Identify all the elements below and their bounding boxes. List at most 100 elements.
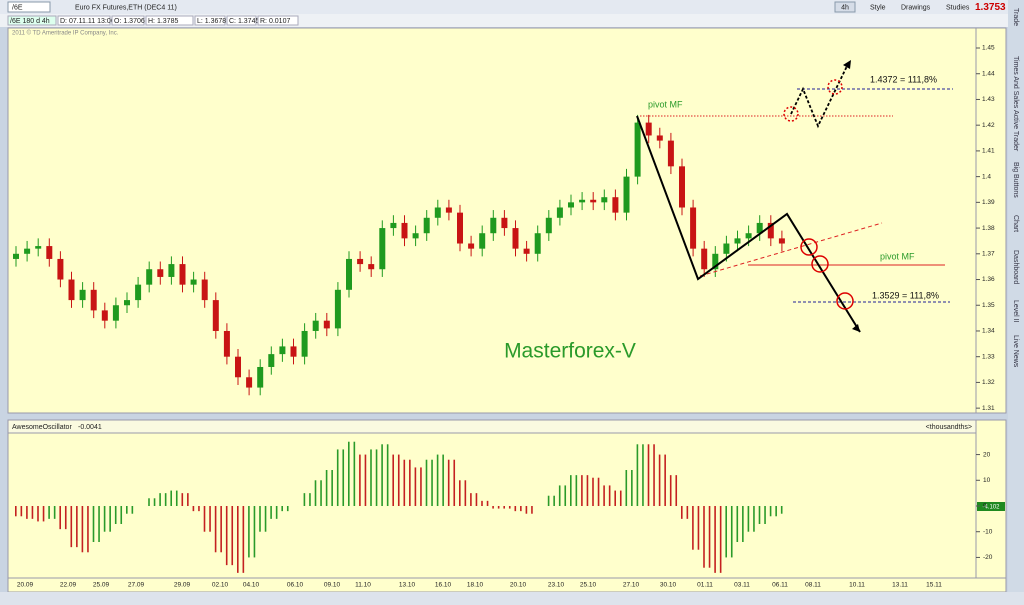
side-panel — [1008, 0, 1024, 592]
info-box — [226, 15, 257, 26]
y-tick-label: -10 — [983, 528, 993, 535]
candle-body — [390, 222, 397, 229]
candle-body — [778, 238, 785, 244]
y-tick-label: 1.41 — [982, 148, 995, 155]
studies-button[interactable]: Studies — [946, 4, 970, 11]
oscillator-bar — [464, 480, 467, 506]
oscillator-bar — [730, 506, 733, 558]
y-tick-label: 1.34 — [982, 328, 995, 335]
oscillator-bar — [558, 485, 561, 506]
oscillator-bar — [203, 506, 206, 532]
y-tick-label: 1.44 — [982, 70, 995, 77]
oscillator-bar — [703, 506, 705, 568]
period-button[interactable] — [834, 1, 856, 13]
candle-body — [645, 122, 652, 136]
target-label: 1.4372 = 111,8% — [870, 74, 937, 84]
y-tick-label: 1.37 — [982, 251, 995, 258]
candle-body — [279, 346, 286, 355]
x-tick-label: 11.10 — [355, 582, 371, 589]
symbol-box[interactable] — [7, 1, 51, 13]
x-tick-label: 30.10 — [660, 582, 677, 589]
candle-body — [767, 222, 774, 239]
oscillator-bar — [392, 454, 394, 506]
candle-body — [745, 233, 752, 239]
side-tab[interactable]: Level II — [1012, 300, 1019, 323]
info-field: D: 07.11.11 13:00 — [60, 18, 115, 25]
info-field: C: 1.3745 — [229, 18, 259, 25]
x-tick-label: 18.10 — [467, 582, 484, 589]
candle-body — [24, 248, 31, 254]
candle-body — [290, 346, 297, 357]
y-tick-label: 0 — [983, 503, 987, 510]
oscillator-bar — [170, 490, 172, 506]
info-box — [145, 15, 194, 26]
candle-body — [690, 207, 697, 249]
candle-body — [124, 300, 130, 306]
oscillator-bar — [647, 444, 650, 506]
oscillator-bar — [619, 490, 622, 506]
oscillator-bar — [325, 470, 328, 506]
oscillator-bar — [364, 454, 367, 506]
oscillator-bar — [48, 506, 50, 519]
oscillator-bar — [20, 506, 23, 517]
candle-body — [590, 199, 597, 203]
oscillator-bar — [15, 506, 17, 517]
oscillator-bar — [214, 506, 217, 553]
oscillator-bar — [103, 506, 106, 532]
side-tab[interactable]: Dashboard — [1012, 250, 1019, 284]
y-tick-label: 10 — [983, 477, 991, 484]
side-tab[interactable]: Live News — [1012, 335, 1019, 368]
oscillator-bar — [481, 500, 483, 506]
oscillator-bar — [42, 506, 45, 522]
oscillator-bar — [497, 506, 500, 509]
symbol[interactable]: /6E — [12, 4, 23, 11]
oscillator-units: <thousandths> — [926, 424, 972, 431]
candle-body — [357, 258, 364, 265]
oscillator-bar — [764, 506, 766, 524]
copyright: 2011 © TD Ameritrade IP Company, Inc. — [12, 30, 119, 37]
candle-body — [146, 269, 153, 285]
x-tick-label: 22.09 — [60, 582, 77, 589]
period[interactable]: 4h — [841, 4, 849, 11]
y-tick-label: -20 — [983, 554, 993, 561]
style-button[interactable]: Style — [870, 4, 886, 11]
candle-body — [434, 207, 441, 218]
side-tab[interactable]: Chart — [1012, 215, 1019, 232]
side-tab[interactable]: Active Trader — [1012, 110, 1019, 152]
candle-body — [79, 289, 86, 301]
candle-body — [179, 264, 186, 285]
info-box — [111, 15, 145, 26]
oscillator-bar — [331, 470, 333, 506]
oscillator-bar — [320, 480, 322, 506]
oscillator-bar — [614, 490, 616, 506]
y-tick-label: 1.43 — [982, 96, 995, 103]
side-tab[interactable]: Times And Sales — [1012, 56, 1019, 109]
projection-line — [790, 63, 849, 129]
side-tab[interactable]: Big Buttons — [1012, 162, 1019, 198]
target-label: 1.3529 = 111,8% — [872, 290, 939, 300]
oscillator-bar — [664, 454, 666, 506]
oscillator: -20 -10 0 10 20 — [15, 441, 993, 573]
oscillator-bar — [697, 506, 700, 550]
arrow — [852, 324, 860, 332]
y-tick-label: 1.4 — [982, 173, 991, 180]
drawings-button[interactable]: Drawings — [901, 4, 931, 11]
oscillator-bar — [547, 495, 550, 506]
y-tick-label: 1.33 — [982, 353, 995, 360]
oscillator-bar — [431, 459, 433, 506]
oscillator-bar — [109, 506, 111, 532]
candle-body — [379, 228, 386, 270]
candle-body — [246, 377, 253, 388]
pivot-label: pivot MF — [648, 99, 683, 109]
oscillator-bar — [575, 475, 578, 506]
oscillator-bar — [148, 498, 150, 506]
candle-body — [101, 310, 108, 321]
x-tick-label: 16.10 — [435, 582, 452, 589]
x-tick-label: 08.11 — [805, 582, 821, 589]
candle-body — [257, 366, 264, 388]
oscillator-bar — [64, 506, 67, 530]
oscillator-bar — [681, 506, 683, 519]
side-tab[interactable]: Trade — [1012, 8, 1019, 26]
